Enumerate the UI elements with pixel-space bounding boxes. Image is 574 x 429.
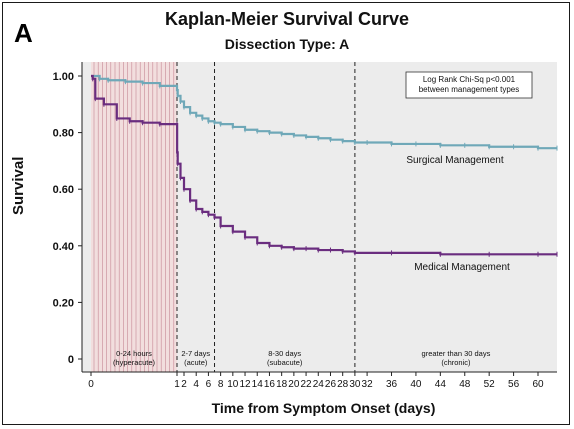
phase-label: greater than 30 days [422, 349, 491, 358]
y-tick-label: 0.40 [53, 241, 74, 253]
x-tick-label: 26 [325, 379, 337, 390]
x-tick-label: 22 [301, 379, 313, 390]
y-tick-label: 0.60 [53, 184, 74, 196]
hyperacute-band [91, 62, 177, 372]
x-tick-label: 1 [174, 379, 180, 390]
x-tick-label: 2 [181, 379, 187, 390]
x-tick-label: 24 [313, 379, 325, 390]
y-tick-label: 0.20 [53, 297, 74, 309]
x-tick-label: 18 [276, 379, 288, 390]
x-tick-label: 8 [218, 379, 224, 390]
x-tick-label: 48 [459, 379, 471, 390]
x-tick-label: 36 [386, 379, 398, 390]
series-label-surgical: Surgical Management [406, 155, 503, 166]
panel-letter: A [14, 18, 33, 48]
x-tick-label: 28 [337, 379, 349, 390]
x-tick-label: 16 [264, 379, 276, 390]
phase-label: (subacute) [267, 358, 303, 367]
phase-label: 8-30 days [268, 349, 301, 358]
x-tick-label: 0 [88, 379, 94, 390]
x-tick-label: 20 [288, 379, 300, 390]
y-tick-label: 0.80 [53, 128, 74, 140]
logrank-text: between management types [419, 85, 520, 94]
phase-label: 2-7 days [181, 349, 210, 358]
phase-label: 0-24 hours [116, 349, 152, 358]
phase-label: (hyperacute) [113, 358, 156, 367]
y-tick-label: 0 [68, 354, 74, 366]
phase-label: (chronic) [441, 358, 471, 367]
chart-title: Kaplan-Meier Survival Curve [164, 9, 410, 29]
x-tick-label: 56 [508, 379, 520, 390]
x-tick-label: 32 [362, 379, 374, 390]
x-tick-label: 52 [484, 379, 496, 390]
x-tick-label: 6 [206, 379, 212, 390]
chart-subtitle: Dissection Type: A [224, 36, 350, 52]
phase-label: (acute) [184, 358, 208, 367]
x-tick-label: 44 [435, 379, 447, 390]
x-tick-label: 4 [193, 379, 199, 390]
x-tick-label: 12 [239, 379, 251, 390]
series-label-medical: Medical Management [414, 262, 510, 273]
logrank-text: Log Rank Chi-Sq p<0.001 [423, 75, 516, 84]
x-axis-label: Time from Symptom Onset (days) [211, 400, 436, 416]
x-tick-label: 14 [252, 379, 264, 390]
x-tick-label: 10 [227, 379, 239, 390]
logrank-box [405, 71, 533, 99]
x-tick-label: 60 [532, 379, 544, 390]
x-tick-label: 40 [410, 379, 422, 390]
y-tick-label: 1.00 [53, 71, 74, 83]
x-tick-label: 30 [349, 379, 361, 390]
